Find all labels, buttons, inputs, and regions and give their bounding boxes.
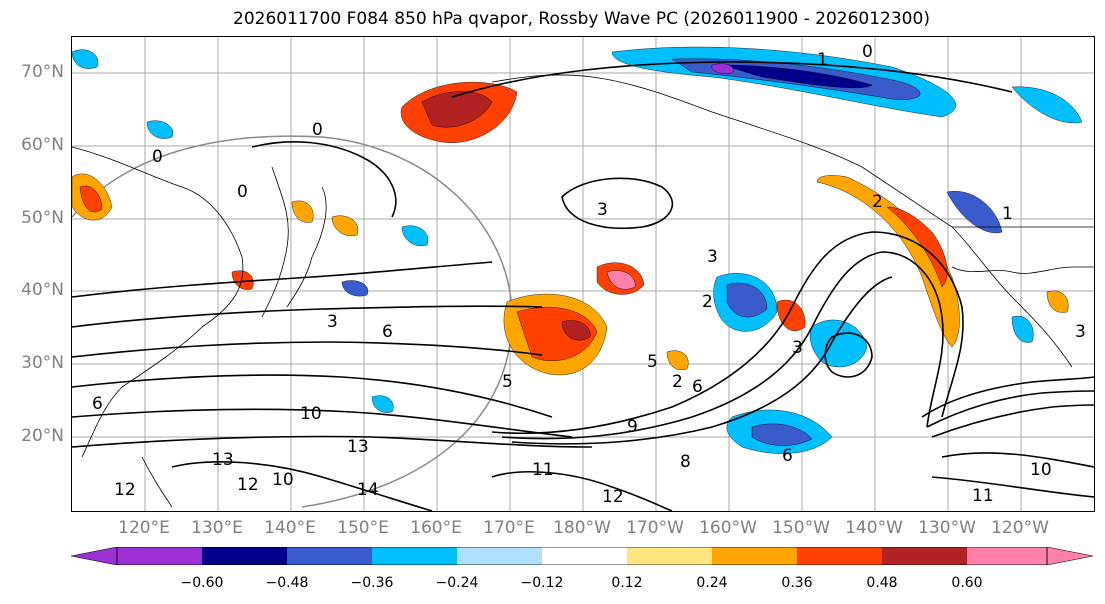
colorbar-tick-label: 0.12 xyxy=(611,575,643,591)
colorbar-tick-label: −0.60 xyxy=(180,575,224,591)
contour-label: 0 xyxy=(237,182,248,202)
lon-label: 170°W xyxy=(626,518,684,538)
contour-label: 10 xyxy=(300,404,322,424)
lat-label-60n: 60°N xyxy=(21,135,64,155)
lon-label: 130°E xyxy=(191,518,243,538)
colorbar-segment xyxy=(712,547,797,565)
lat-label-40n: 40°N xyxy=(21,280,64,300)
colorbar-segment xyxy=(627,547,712,565)
height-contours xyxy=(72,61,1094,511)
lon-label: 170°E xyxy=(483,518,535,538)
contour-label: 11 xyxy=(972,486,994,506)
colorbar-segment xyxy=(542,547,627,565)
lon-label: 180°W xyxy=(553,518,611,538)
contour-label: 0 xyxy=(312,120,323,140)
lon-label: 150°W xyxy=(772,518,830,538)
contour-label: 0 xyxy=(862,42,873,62)
map-title: 2026011700 F084 850 hPa qvapor, Rossby W… xyxy=(233,9,930,29)
colorbar-tick-label: 0.24 xyxy=(696,575,728,591)
lon-label: 150°E xyxy=(337,518,389,538)
contour-label: 1 xyxy=(1002,204,1013,224)
colorbar-tick-label: 0.36 xyxy=(781,575,813,591)
map-panel: 0 1 0 0 0 3 3 3 3 5 6 6 2 2 2 6 8 9 10 1… xyxy=(71,36,1095,512)
contour-label: 0 xyxy=(152,147,163,167)
coastlines xyxy=(72,74,1094,508)
colorbar-segment xyxy=(372,547,457,565)
contour-label: 11 xyxy=(532,460,554,480)
contour-label: 8 xyxy=(680,452,691,472)
contour-label: 5 xyxy=(502,372,513,392)
contour-label: 6 xyxy=(692,377,703,397)
contour-label: 13 xyxy=(212,450,234,470)
colorbar-tick-label: −0.36 xyxy=(350,575,394,591)
contour-label: 3 xyxy=(707,247,718,267)
colorbar-tick-label: −0.24 xyxy=(435,575,479,591)
colorbar-segment xyxy=(202,547,287,565)
colorbar-tick-label: −0.12 xyxy=(520,575,564,591)
colorbar-segment xyxy=(967,547,1047,565)
contour-label: 10 xyxy=(1030,460,1052,480)
colorbar-tick-label: 0.60 xyxy=(951,575,983,591)
reference-circle xyxy=(72,135,513,508)
contour-label: 2 xyxy=(702,292,713,312)
colorbar xyxy=(71,547,1093,565)
lat-label-50n: 50°N xyxy=(21,208,64,228)
contour-label: 2 xyxy=(872,192,883,212)
contour-label: 12 xyxy=(602,487,624,507)
lon-label: 120°E xyxy=(118,518,170,538)
contour-label: 14 xyxy=(357,480,379,500)
contour-label: 6 xyxy=(382,322,393,342)
colorbar-segment xyxy=(287,547,372,565)
lat-label-20n: 20°N xyxy=(21,426,64,446)
lat-label-70n: 70°N xyxy=(21,62,64,82)
lon-label: 130°W xyxy=(918,518,976,538)
contour-label: 12 xyxy=(237,475,259,495)
lon-label: 140°E xyxy=(264,518,316,538)
lat-label-30n: 30°N xyxy=(21,353,64,373)
colorbar-segment xyxy=(797,547,882,565)
lon-label: 140°W xyxy=(845,518,903,538)
lon-label: 160°E xyxy=(410,518,462,538)
contour-label-group: 0 1 0 0 0 3 3 3 3 5 6 6 2 2 2 6 8 9 10 1… xyxy=(92,42,1086,507)
contour-label: 3 xyxy=(1075,322,1086,342)
contour-label: 12 xyxy=(114,480,136,500)
lon-label: 120°W xyxy=(991,518,1049,538)
colorbar-extend-max xyxy=(1046,547,1093,565)
contour-label: 3 xyxy=(792,338,803,358)
moisture-anomaly-shading xyxy=(72,46,1083,454)
colorbar-segment xyxy=(457,547,542,565)
contour-label: 2 xyxy=(672,372,683,392)
colorbar-extend-min xyxy=(71,547,118,565)
lon-label: 160°W xyxy=(699,518,757,538)
contour-label: 3 xyxy=(597,200,608,220)
colorbar-segment xyxy=(882,547,967,565)
contour-label: 1 xyxy=(817,50,828,70)
colorbar-segment xyxy=(117,547,202,565)
contour-label: 10 xyxy=(272,470,294,490)
contour-label: 6 xyxy=(92,394,103,414)
contour-label: 5 xyxy=(647,352,658,372)
colorbar-tick-label: 0.48 xyxy=(866,575,898,591)
map-canvas: 0 1 0 0 0 3 3 3 3 5 6 6 2 2 2 6 8 9 10 1… xyxy=(72,37,1094,511)
contour-label: 6 xyxy=(782,446,793,466)
contour-label: 13 xyxy=(347,437,369,457)
contour-label: 9 xyxy=(627,417,638,437)
colorbar-tick-label: −0.48 xyxy=(265,575,309,591)
contour-label: 3 xyxy=(327,312,338,332)
